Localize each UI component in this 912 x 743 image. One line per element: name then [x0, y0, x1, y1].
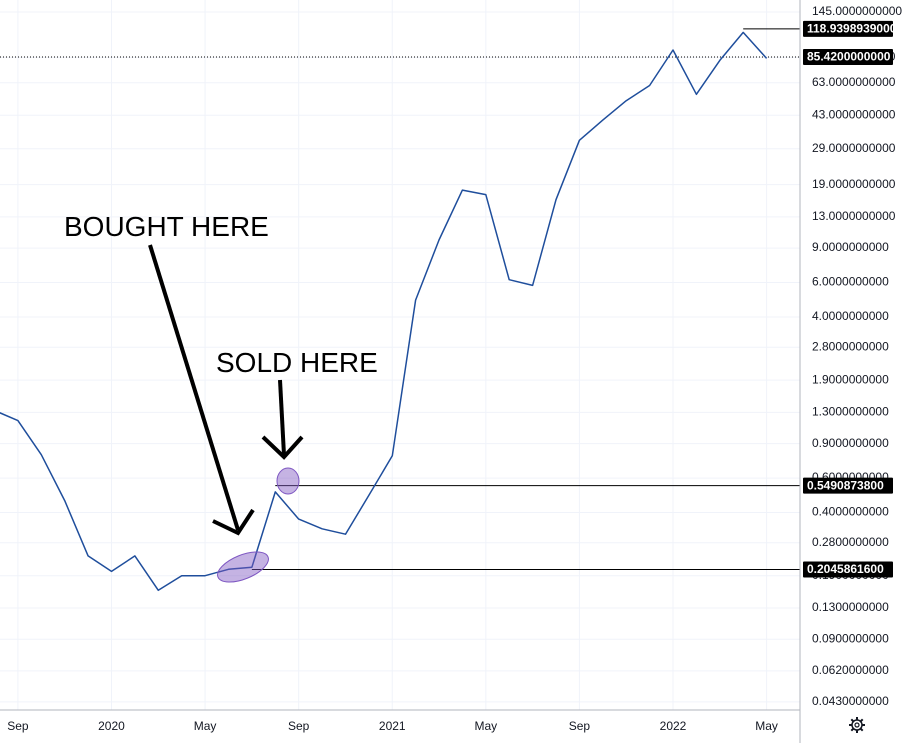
sold-ellipse	[276, 467, 300, 495]
y-tick-label: 63.0000000000	[812, 75, 896, 89]
sold-arrow	[278, 379, 286, 456]
x-tick-label: 2020	[98, 719, 125, 733]
y-tick-label: 0.4000000000	[812, 505, 889, 519]
y-tick-label: 0.9000000000	[812, 436, 889, 450]
x-tick-label: May	[475, 719, 498, 733]
x-tick-label: Sep	[569, 719, 591, 733]
y-tick-label: 0.0430000000	[812, 694, 889, 708]
price-label-box	[803, 477, 893, 494]
price-label: 85.4200000000	[807, 50, 891, 64]
bought-ellipse	[217, 551, 269, 583]
y-tick-label: 145.0000000000	[812, 4, 902, 18]
axis-labels: 145.000000000085.000000000063.0000000000…	[7, 4, 902, 733]
price-axis	[800, 0, 912, 743]
y-tick-label: 2.8000000000	[812, 339, 889, 353]
y-tick-label: 43.0000000000	[812, 107, 896, 121]
annotation: BOUGHT HERE	[64, 211, 269, 242]
price-lines	[0, 28, 800, 570]
bought-arrowhead	[212, 508, 255, 536]
price-label: 0.2045861600	[807, 562, 884, 576]
price-label-box	[803, 561, 893, 578]
y-tick-label: 9.0000000000	[812, 240, 889, 254]
x-tick-label: May	[194, 719, 217, 733]
x-tick-label: May	[755, 719, 778, 733]
price-label: 118.9398939000	[807, 21, 897, 35]
y-tick-label: 4.0000000000	[812, 309, 889, 323]
annotations: BOUGHT HERE SOLD HERE	[64, 211, 378, 583]
y-tick-label: 19.0000000000	[812, 177, 896, 191]
y-tick-label: 13.0000000000	[812, 209, 896, 223]
y-tick-label: 1.9000000000	[812, 372, 889, 386]
price-label: 0.5490873800	[807, 478, 884, 492]
annotation: SOLD HERE	[216, 347, 378, 378]
series	[0, 31, 768, 592]
x-tick-label: 2021	[379, 719, 406, 733]
price-label-box	[803, 20, 893, 37]
x-tick-label: Sep	[7, 719, 29, 733]
price-label-box	[803, 48, 893, 65]
y-tick-label: 29.0000000000	[812, 141, 896, 155]
sold-arrowhead	[261, 435, 304, 460]
grid	[0, 0, 800, 710]
settings-icon[interactable]	[849, 717, 865, 733]
y-tick-label: 0.0900000000	[812, 631, 889, 645]
y-tick-label: 0.1300000000	[812, 600, 889, 614]
price-line	[0, 31, 768, 592]
time-axis	[0, 710, 800, 743]
x-tick-label: Sep	[288, 719, 310, 733]
y-tick-label: 6.0000000000	[812, 275, 889, 289]
y-tick-label: 0.0620000000	[812, 663, 889, 677]
x-tick-label: 2022	[660, 719, 687, 733]
bought-arrow	[148, 244, 240, 531]
y-tick-label: 1.3000000000	[812, 405, 889, 419]
y-tick-label: 0.2800000000	[812, 535, 889, 549]
